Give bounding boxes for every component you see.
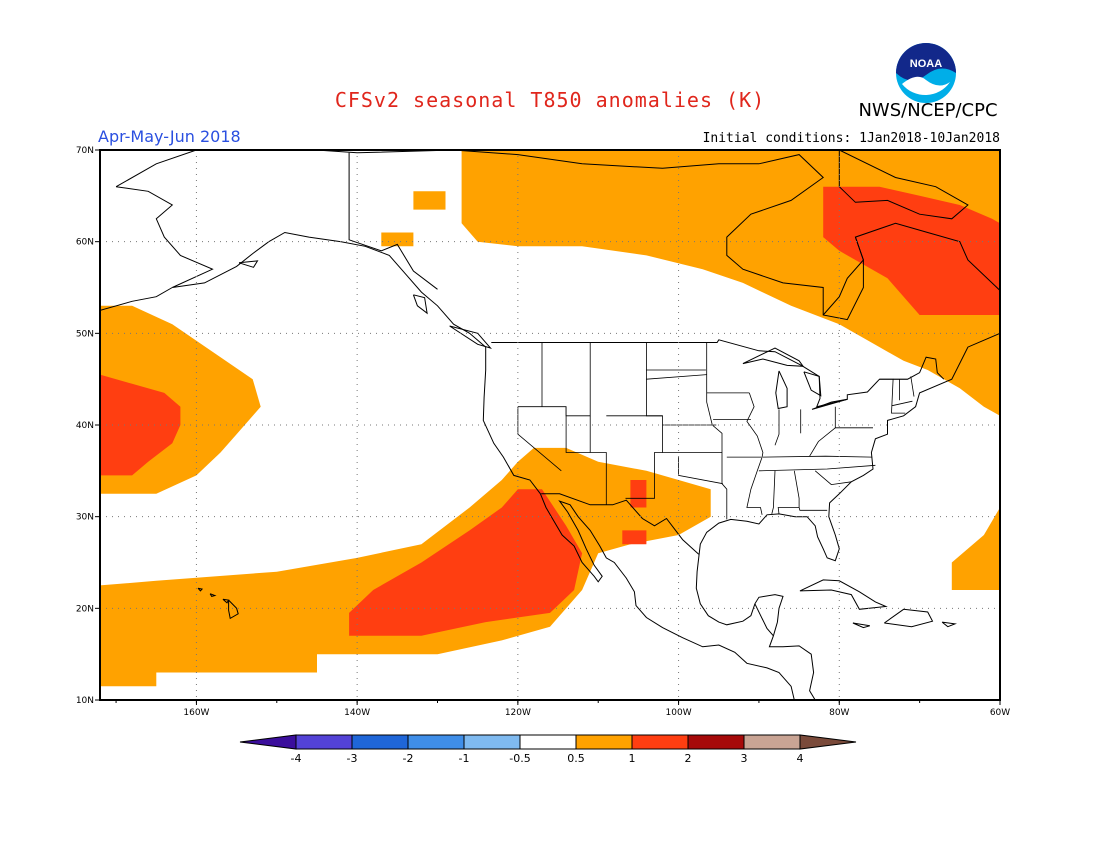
- state-border-23: [762, 455, 873, 458]
- us-canada-border: [491, 339, 945, 408]
- lake-huron: [803, 371, 822, 397]
- north-america-coastline: [115, 150, 1000, 700]
- state-border-2: [517, 406, 562, 472]
- state-border-26: [809, 427, 836, 457]
- hawaii: [228, 599, 239, 620]
- state-border-1: [517, 342, 591, 417]
- state-border-20: [771, 470, 776, 514]
- vancouver-island: [449, 325, 492, 349]
- hudson-bay-east: [822, 236, 864, 316]
- anomaly-region-orange-0: [100, 447, 711, 687]
- colorbar-swatch: [463, 734, 521, 750]
- land-outlines-layer: [100, 150, 1056, 700]
- colorbar-label: -2: [403, 752, 414, 765]
- agency-label: NWS/NCEP/CPC: [858, 100, 998, 121]
- colorbar-swatch: [631, 734, 689, 750]
- map-axis-ticks: 10N 20N 30N 40N 50N 60N 70N 160W 140W 120W 100W 80W…: [76, 146, 1010, 718]
- colorbar-label: -3: [347, 752, 358, 765]
- hispaniola: [884, 608, 934, 628]
- anomaly-region-red-6: [349, 489, 583, 636]
- state-border-24: [814, 470, 852, 486]
- lon-tick-label: 80W: [829, 708, 849, 718]
- colorbar-label: 2: [685, 752, 692, 765]
- colorbar-label: 4: [797, 752, 804, 765]
- lon-tick-label: 100W: [666, 708, 692, 718]
- state-border-16: [746, 392, 764, 515]
- yucatan-land: [754, 603, 774, 637]
- colorbar-swatch: [743, 734, 801, 750]
- queen-charlotte: [412, 294, 428, 315]
- lake-erie: [811, 398, 848, 410]
- lat-tick-label: 60N: [76, 238, 94, 248]
- anomaly-region-red-8: [823, 186, 1000, 315]
- lake-michigan: [775, 370, 788, 410]
- anomaly-region-red-10: [630, 480, 647, 508]
- lat-tick-label: 70N: [76, 146, 94, 156]
- svg-text:NOAA: NOAA: [910, 58, 942, 70]
- initial-conditions-label: Initial conditions: 1Jan2018-10Jan2018: [702, 131, 1000, 146]
- lat-tick-label: 50N: [76, 329, 94, 339]
- colorbar-swatch: [687, 734, 745, 750]
- state-border-25: [798, 507, 828, 511]
- map-title: CFSv2 seasonal T850 anomalies (K): [334, 88, 766, 112]
- colorbar-swatch: [575, 734, 633, 750]
- state-border-7: [646, 374, 707, 380]
- colorbar-swatch: [407, 734, 465, 750]
- anomaly-regions-layer: [100, 150, 1000, 687]
- cuba: [799, 579, 888, 610]
- season-label: Apr-May-Jun 2018: [98, 127, 241, 146]
- colorbar-arrow-low: [239, 734, 297, 750]
- lon-tick-label: 140W: [344, 708, 370, 718]
- lat-tick-label: 40N: [76, 421, 94, 431]
- state-border-3: [565, 406, 607, 505]
- colorbar: -4 -3 -2 -1 -0.5 0.5 1 2 3 4: [239, 734, 857, 765]
- state-border-22: [758, 464, 876, 472]
- anomaly-region-orange-4: [413, 191, 446, 210]
- newfoundland: [1004, 319, 1056, 364]
- state-border-11: [678, 457, 723, 485]
- kodiak: [238, 260, 259, 268]
- colorbar-swatch: [295, 734, 353, 750]
- colorbar-label: 0.5: [567, 752, 585, 765]
- lon-tick-label: 160W: [183, 708, 209, 718]
- anomaly-region-orange-5: [951, 507, 1000, 590]
- colorbar-label: -1: [459, 752, 470, 765]
- state-border-12: [706, 342, 728, 520]
- hawaii-maui: [222, 598, 230, 604]
- hawaii-oahu: [209, 593, 217, 597]
- puerto-rico: [941, 621, 957, 628]
- great-lakes: [742, 347, 805, 367]
- noaa-logo: NOAA: [896, 43, 956, 103]
- colorbar-label: -0.5: [509, 752, 530, 765]
- lon-tick-label: 120W: [505, 708, 531, 718]
- state-border-17: [774, 409, 780, 446]
- colorbar-label: 3: [741, 752, 748, 765]
- state-border-27: [879, 378, 906, 414]
- anomaly-region-orange-3: [381, 232, 414, 247]
- alaska-canada-border: [348, 152, 438, 290]
- colorbar-label: -4: [291, 752, 302, 765]
- lat-tick-label: 30N: [76, 513, 94, 523]
- lat-tick-label: 10N: [76, 696, 94, 706]
- map-gridlines: [100, 150, 1000, 700]
- anomaly-region-red-9: [622, 530, 647, 545]
- state-border-30: [910, 376, 915, 397]
- colorbar-swatch: [351, 734, 409, 750]
- colorbar-swatch: [519, 734, 577, 750]
- aleutians: [100, 287, 173, 311]
- pacific-coastline: [116, 186, 795, 700]
- lon-tick-label: 60W: [990, 708, 1010, 718]
- baffin-island: [838, 150, 969, 220]
- anomaly-region-red-7: [100, 374, 181, 476]
- state-border-19: [834, 406, 873, 429]
- jamaica: [852, 622, 870, 629]
- state-border-31: [891, 400, 913, 407]
- hawaii-kauai: [197, 587, 204, 592]
- lat-tick-label: 20N: [76, 604, 94, 614]
- us-mexico-border: [541, 493, 700, 555]
- state-border-21: [777, 470, 800, 514]
- colorbar-arrow-high: [799, 734, 857, 750]
- colorbar-label: 1: [629, 752, 636, 765]
